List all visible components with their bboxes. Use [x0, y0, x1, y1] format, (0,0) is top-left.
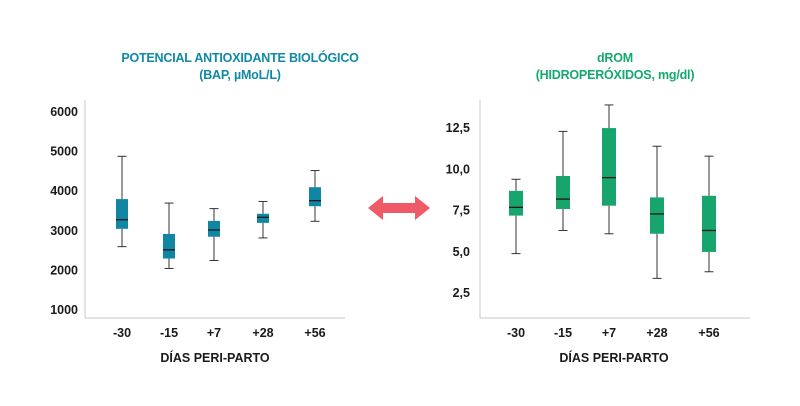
drom-box-1 [556, 130, 570, 231]
bap-chart-title: POTENCIAL ANTIOXIDANTE BIOLÓGICO (BAP, µ… [80, 50, 400, 84]
bap-y-tick-label: 5000 [50, 145, 78, 159]
drom-box-2 [602, 104, 616, 235]
bap-x-tick-label: +7 [207, 326, 221, 340]
drom-title: dROM [597, 51, 633, 65]
iqr-box [650, 197, 664, 234]
iqr-box [556, 175, 570, 209]
iqr-box [702, 195, 716, 252]
iqr-box [116, 199, 128, 229]
bap-box-1 [163, 202, 175, 269]
drom-box-4 [702, 155, 716, 273]
drom-x-tick-label: +28 [646, 326, 667, 340]
bap-y-tick-label: 6000 [50, 105, 78, 119]
iqr-box [509, 190, 523, 216]
bap-boxplot: 1000 2000 3000 4000 5000 6000 -30 -15 +7 +28 +56 DÍ… [50, 100, 345, 365]
bap-x-tick-label: +28 [252, 326, 273, 340]
iqr-box [309, 187, 321, 207]
bap-box-0 [116, 155, 128, 248]
bap-x-axis-label: DÍAS PERI-PARTO [160, 350, 270, 365]
drom-x-axis-label: DÍAS PERI-PARTO [559, 350, 669, 365]
drom-box-0 [509, 178, 523, 255]
drom-box-3 [650, 145, 664, 279]
drom-y-tick-label: 12,5 [446, 121, 470, 135]
iqr-box [208, 220, 220, 237]
drom-x-tick-label: +7 [602, 326, 616, 340]
bap-x-tick-label: +56 [304, 326, 325, 340]
bap-y-tick-label: 3000 [50, 224, 78, 238]
iqr-box [602, 128, 616, 206]
bap-box-3 [257, 200, 269, 239]
drom-x-tick-label: -30 [507, 326, 525, 340]
bap-box-2 [208, 208, 220, 262]
bap-x-tick-label: -30 [113, 326, 131, 340]
bap-box-4 [309, 170, 321, 222]
drom-y-tick-label: 10,0 [446, 162, 470, 176]
drom-y-tick-label: 5,0 [453, 245, 470, 259]
iqr-box [257, 213, 269, 223]
drom-x-tick-label: -15 [554, 326, 572, 340]
bap-y-tick-label: 4000 [50, 184, 78, 198]
bap-y-tick-label: 1000 [50, 303, 78, 317]
drom-y-tick-label: 2,5 [453, 286, 470, 300]
bap-y-tick-label: 2000 [50, 263, 78, 277]
drom-boxplot: 2,5 5,0 7,5 10,0 12,5 -30 -15 +7 +28 +56 DÍAS PERI… [446, 100, 750, 365]
bap-title: POTENCIAL ANTIOXIDANTE BIOLÓGICO [121, 51, 359, 65]
bap-subtitle: (BAP, µMoL/L) [199, 68, 281, 82]
drom-subtitle: (HIDROPERÓXIDOS, mg/dl) [535, 68, 695, 82]
drom-chart-title: dROM (HIDROPERÓXIDOS, mg/dl) [455, 50, 775, 84]
iqr-box [163, 233, 175, 259]
bap-x-tick-label: -15 [160, 326, 178, 340]
drom-x-tick-label: +56 [698, 326, 719, 340]
double-headed-arrow-icon [368, 196, 430, 220]
drom-y-tick-label: 7,5 [453, 204, 470, 218]
